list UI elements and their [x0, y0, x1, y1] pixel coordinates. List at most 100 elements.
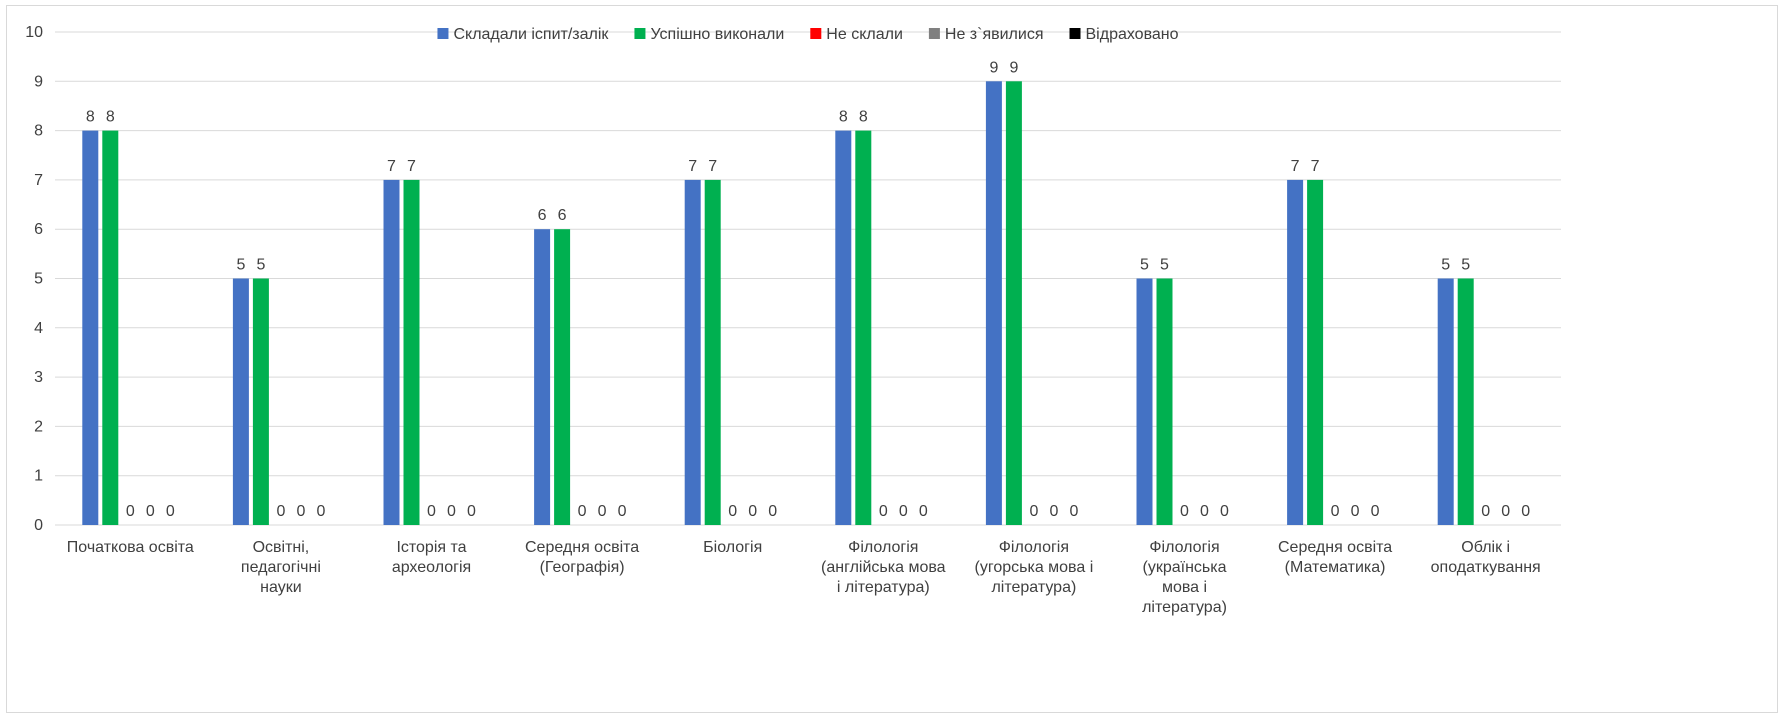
legend: Складали іспит/залік Успішно виконали Не с…	[437, 26, 1179, 43]
category-label: Біологія	[703, 539, 762, 556]
y-tick-label: 2	[34, 418, 43, 435]
category-label: (англійська мова	[821, 559, 946, 576]
data-label: 7	[387, 158, 396, 175]
data-label: 5	[256, 257, 265, 274]
data-label: 7	[1311, 158, 1320, 175]
category-label: оподаткування	[1431, 559, 1541, 576]
legend-swatch	[810, 28, 822, 39]
category-label: археологія	[392, 559, 471, 576]
bar-2-5	[704, 179, 721, 525]
data-label: 0	[467, 503, 476, 520]
data-label: 0	[146, 503, 155, 520]
data-label: 6	[558, 207, 567, 224]
data-label: 0	[427, 503, 436, 520]
category-label: (Математика)	[1285, 559, 1386, 576]
y-tick-label: 7	[34, 172, 43, 189]
legend-label: Відраховано	[1086, 26, 1179, 43]
data-label: 0	[1180, 503, 1189, 520]
data-label: 8	[86, 109, 95, 126]
data-label: 0	[618, 503, 627, 520]
data-label: 0	[598, 503, 607, 520]
y-tick-label: 0	[34, 517, 43, 534]
data-label: 0	[1481, 503, 1490, 520]
category-label: і література)	[837, 579, 930, 596]
bar-1-2	[232, 278, 249, 525]
y-tick-label: 9	[34, 73, 43, 90]
data-label: 7	[688, 158, 697, 175]
bar-1-6	[835, 130, 852, 525]
data-label: 0	[1049, 503, 1058, 520]
y-tick-label: 5	[34, 271, 43, 288]
data-label: 0	[748, 503, 757, 520]
data-label: 0	[447, 503, 456, 520]
category-label: мова і	[1162, 579, 1207, 596]
bar-2-10	[1457, 278, 1474, 525]
category-label: Початкова освіта	[67, 539, 194, 556]
y-tick-label: 8	[34, 123, 43, 140]
bar-2-9	[1307, 179, 1324, 525]
data-label: 7	[1291, 158, 1300, 175]
legend-swatch	[437, 28, 449, 39]
data-label: 0	[166, 503, 175, 520]
category-label: (Географія)	[540, 559, 625, 576]
category-label: Філологія	[1149, 539, 1219, 556]
data-label: 8	[839, 109, 848, 126]
legend-swatch	[928, 28, 940, 39]
data-label: 8	[106, 109, 115, 126]
data-label: 0	[728, 503, 737, 520]
data-label: 5	[236, 257, 245, 274]
bar-1-4	[534, 229, 551, 525]
data-label: 0	[316, 503, 325, 520]
legend-label: Складали іспит/залік	[453, 26, 609, 43]
data-label: 5	[1160, 257, 1169, 274]
bar-1-7	[985, 81, 1002, 526]
bar-1-5	[684, 179, 701, 525]
data-label: 9	[989, 59, 998, 76]
bar-1-9	[1287, 179, 1304, 525]
category-label: Облік і	[1461, 539, 1510, 556]
data-label: 0	[1371, 503, 1380, 520]
data-label: 6	[538, 207, 547, 224]
data-labels: 8 80 0 05 50 0 07 70 0 06 60 0 07 70 0 08 80 0 09 90 0 05 50 0 0…	[86, 59, 1530, 520]
category-label: педагогічні	[241, 559, 321, 576]
data-label: 0	[768, 503, 777, 520]
bar-2-6	[855, 130, 872, 525]
data-label: 0	[1521, 503, 1530, 520]
data-label: 7	[407, 158, 416, 175]
category-label: (українська	[1143, 559, 1227, 576]
data-label: 9	[1009, 59, 1018, 76]
data-label: 0	[296, 503, 305, 520]
legend-swatch	[634, 28, 646, 39]
data-label: 0	[1501, 503, 1510, 520]
legend-label: Успішно виконали	[650, 26, 784, 43]
data-label: 0	[1351, 503, 1360, 520]
y-tick-label: 10	[25, 24, 43, 41]
bar-1-10	[1437, 278, 1454, 525]
category-label: Історія та	[396, 539, 466, 556]
data-label: 0	[1220, 503, 1229, 520]
bar-2-1	[102, 130, 119, 525]
bar-2-4	[554, 229, 571, 525]
data-label: 5	[1441, 257, 1450, 274]
category-label: Освітні,	[253, 539, 310, 556]
data-label: 0	[1200, 503, 1209, 520]
category-label: науки	[260, 579, 302, 596]
category-label: Філологія	[848, 539, 918, 556]
category-label: Філологія	[999, 539, 1069, 556]
category-label: Середня освіта	[1278, 539, 1392, 556]
x-axis-categories: Початкова освіта Освітні, педагогічні науки…	[67, 539, 1541, 616]
category-label: Середня освіта	[525, 539, 639, 556]
gridlines	[55, 31, 1561, 526]
data-label: 0	[578, 503, 587, 520]
bar-1-8	[1136, 278, 1153, 525]
y-tick-label: 6	[34, 221, 43, 238]
bar-2-2	[252, 278, 269, 525]
data-label: 0	[276, 503, 285, 520]
bar-2-7	[1005, 81, 1022, 526]
category-label: (угорська мова і	[975, 559, 1094, 576]
bar-2-3	[403, 179, 420, 525]
data-label: 0	[899, 503, 908, 520]
data-label: 0	[1331, 503, 1340, 520]
